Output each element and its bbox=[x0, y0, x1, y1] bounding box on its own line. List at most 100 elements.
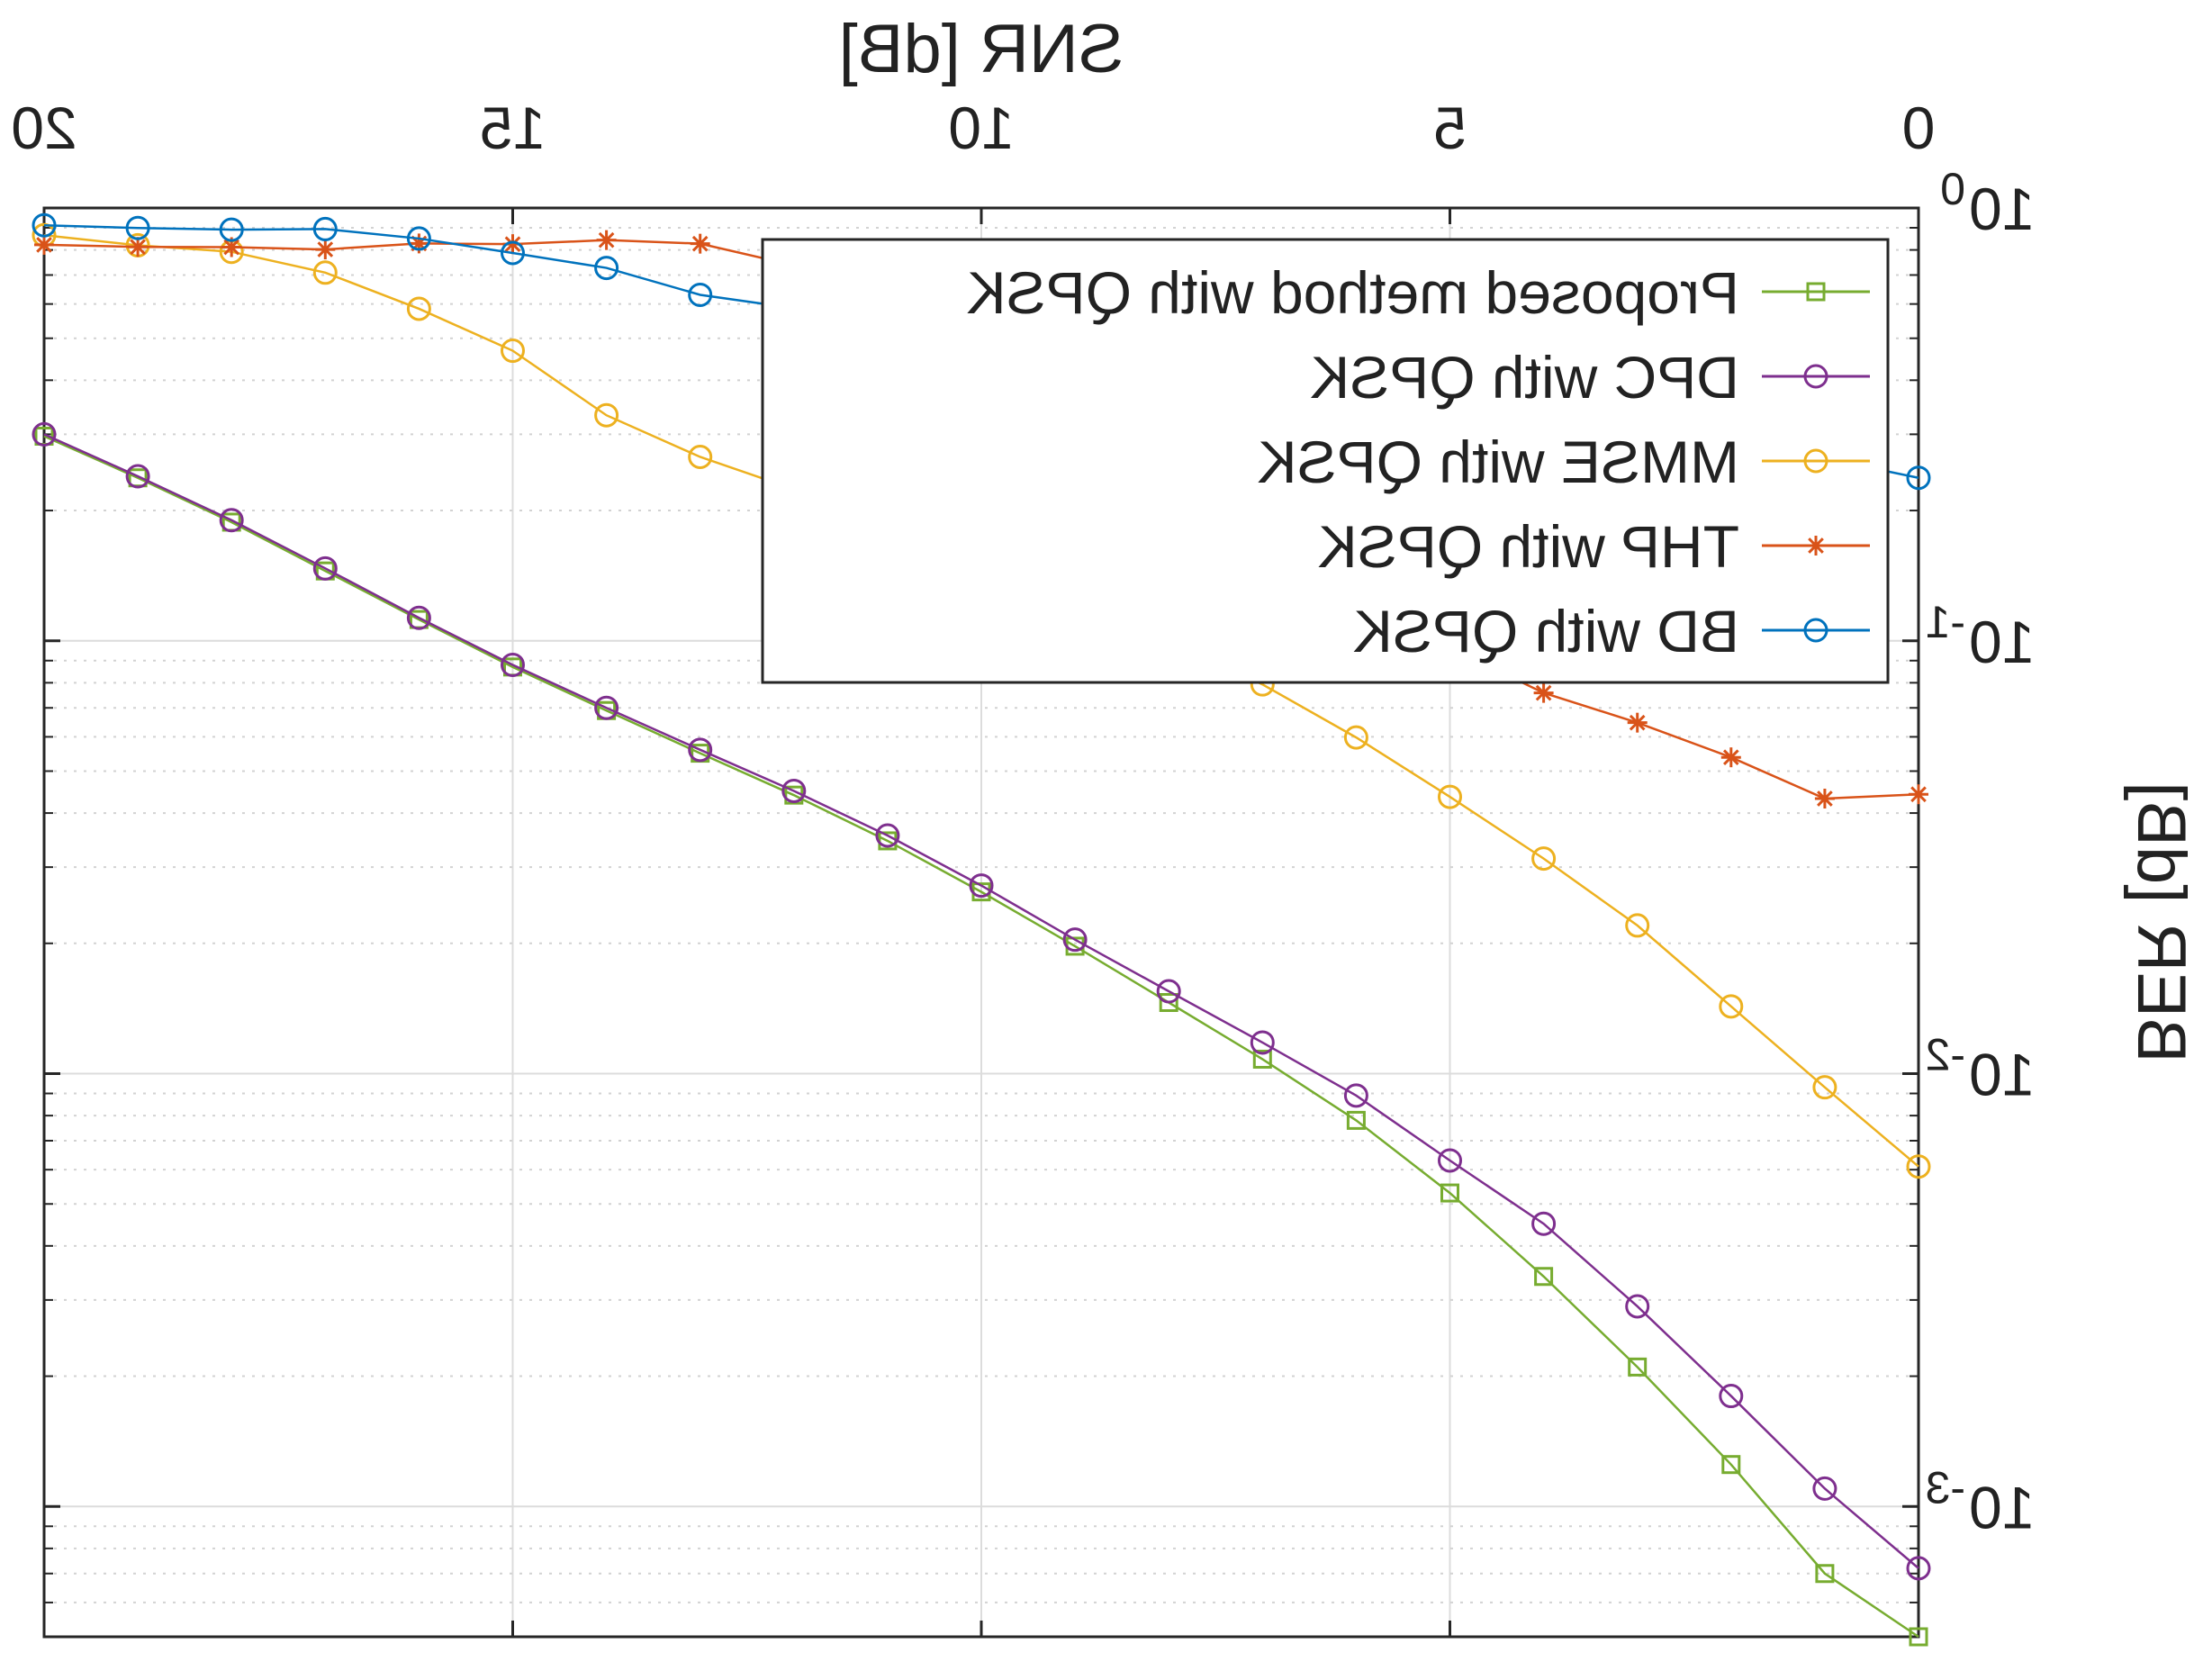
x-tick-label: 15 bbox=[480, 95, 546, 161]
series-point bbox=[128, 237, 149, 257]
legend-marker bbox=[1803, 364, 1828, 389]
series-point bbox=[1628, 1357, 1648, 1377]
legend-label: DPC with QPSK bbox=[1310, 344, 1739, 411]
series-point bbox=[1346, 1110, 1366, 1130]
series-point bbox=[1159, 993, 1178, 1013]
series-point bbox=[1625, 913, 1650, 938]
series-point bbox=[1719, 994, 1744, 1019]
legend-item: Proposed method with QPSK bbox=[967, 259, 1870, 326]
series-point bbox=[1438, 1148, 1462, 1173]
series-point bbox=[406, 226, 431, 251]
legend-label: MMSE with QPSK bbox=[1258, 429, 1739, 495]
legend-box bbox=[761, 238, 1890, 684]
series-point bbox=[312, 555, 338, 581]
y-tick-exponent: -1 bbox=[1926, 597, 1965, 647]
series-point bbox=[1815, 1564, 1835, 1584]
series-point bbox=[1531, 846, 1557, 872]
y-tick-label: 100 bbox=[1940, 164, 2035, 242]
x-tick-label: 20 bbox=[11, 95, 77, 161]
y-tick-exponent: 0 bbox=[1940, 164, 1965, 214]
series-point bbox=[690, 233, 710, 254]
series-point bbox=[1720, 747, 1741, 768]
series-point bbox=[1719, 1384, 1744, 1409]
series-point bbox=[594, 402, 619, 428]
x-tick-label: 0 bbox=[1902, 95, 1936, 161]
series-point bbox=[219, 508, 244, 533]
series-line bbox=[43, 435, 1919, 1639]
series-point bbox=[32, 212, 57, 238]
y-tick-base: 10 bbox=[1969, 1042, 2035, 1108]
series-point bbox=[1062, 927, 1088, 953]
series-point bbox=[596, 230, 617, 250]
series-point bbox=[875, 823, 900, 848]
legend: Proposed method with QPSK DPC with QPSK MM… bbox=[761, 238, 1890, 684]
series-point bbox=[1906, 1154, 1931, 1179]
legend-label: THP with QPSK bbox=[1318, 513, 1739, 580]
series-point bbox=[1906, 465, 1931, 491]
series-point bbox=[1343, 1083, 1368, 1108]
legend-label: BD with QPSK bbox=[1353, 598, 1739, 664]
series-point bbox=[1721, 1455, 1741, 1475]
series-line bbox=[43, 433, 1919, 1569]
series-point bbox=[312, 260, 338, 285]
legend-label: Proposed method with QPSK bbox=[967, 259, 1739, 326]
series-point bbox=[219, 217, 244, 242]
series-point bbox=[1250, 1030, 1275, 1055]
y-tick-base: 10 bbox=[1969, 1474, 2035, 1540]
legend-item: BD with QPSK bbox=[1353, 598, 1870, 664]
series-point bbox=[32, 421, 57, 447]
series-point bbox=[688, 737, 713, 763]
y-tick-label: 10-3 bbox=[1926, 1462, 2036, 1540]
series-point bbox=[1627, 712, 1648, 733]
y-tick-label: 10-1 bbox=[1926, 597, 2036, 675]
x-tick-label: 10 bbox=[948, 95, 1014, 161]
series-point bbox=[1252, 1049, 1272, 1069]
series-point bbox=[501, 240, 525, 266]
series-point bbox=[1812, 1476, 1837, 1501]
y-tick-exponent: -2 bbox=[1926, 1030, 1965, 1080]
series-point bbox=[1438, 784, 1462, 809]
series-point bbox=[1343, 725, 1368, 750]
series-point bbox=[1625, 1294, 1650, 1319]
y-tick-base: 10 bbox=[1969, 176, 2035, 242]
legend-marker bbox=[1803, 448, 1828, 474]
series-point bbox=[1534, 1267, 1554, 1287]
series-point bbox=[594, 695, 619, 720]
y-tick-exponent: -3 bbox=[1926, 1462, 1965, 1513]
series-point bbox=[594, 256, 619, 281]
y-axis-label: BER [dB] bbox=[2123, 781, 2194, 1063]
series-point bbox=[125, 464, 150, 489]
series-point bbox=[1909, 784, 1928, 805]
series-1 bbox=[32, 421, 1931, 1581]
legend-marker bbox=[1806, 536, 1826, 555]
series-point bbox=[312, 216, 338, 241]
series-point bbox=[406, 605, 431, 630]
y-tick-label: 10-2 bbox=[1926, 1030, 2036, 1108]
series-point bbox=[1440, 1183, 1459, 1203]
y-tick-base: 10 bbox=[1969, 609, 2035, 675]
legend-item: DPC with QPSK bbox=[1310, 344, 1870, 411]
legend-marker bbox=[1803, 618, 1828, 643]
legend-marker bbox=[1806, 282, 1826, 302]
series-point bbox=[688, 444, 713, 469]
series-point bbox=[125, 215, 150, 240]
series-point bbox=[688, 282, 713, 307]
series-point bbox=[501, 652, 525, 677]
x-axis-label: SNR [dB] bbox=[839, 11, 1124, 87]
x-tick-label: 5 bbox=[1433, 95, 1467, 161]
legend-item: THP with QPSK bbox=[1318, 513, 1870, 580]
series-point bbox=[1812, 1075, 1837, 1100]
legend-item: MMSE with QPSK bbox=[1258, 429, 1870, 495]
series-point bbox=[1531, 1211, 1557, 1236]
series-point bbox=[1533, 682, 1554, 703]
series-point bbox=[1906, 1556, 1931, 1581]
series-point bbox=[315, 239, 336, 260]
series-point bbox=[501, 339, 525, 364]
series-point bbox=[1909, 1627, 1928, 1647]
series-point bbox=[969, 873, 994, 899]
series-point bbox=[1814, 789, 1835, 809]
series-point bbox=[406, 296, 431, 321]
series-point bbox=[34, 234, 54, 255]
